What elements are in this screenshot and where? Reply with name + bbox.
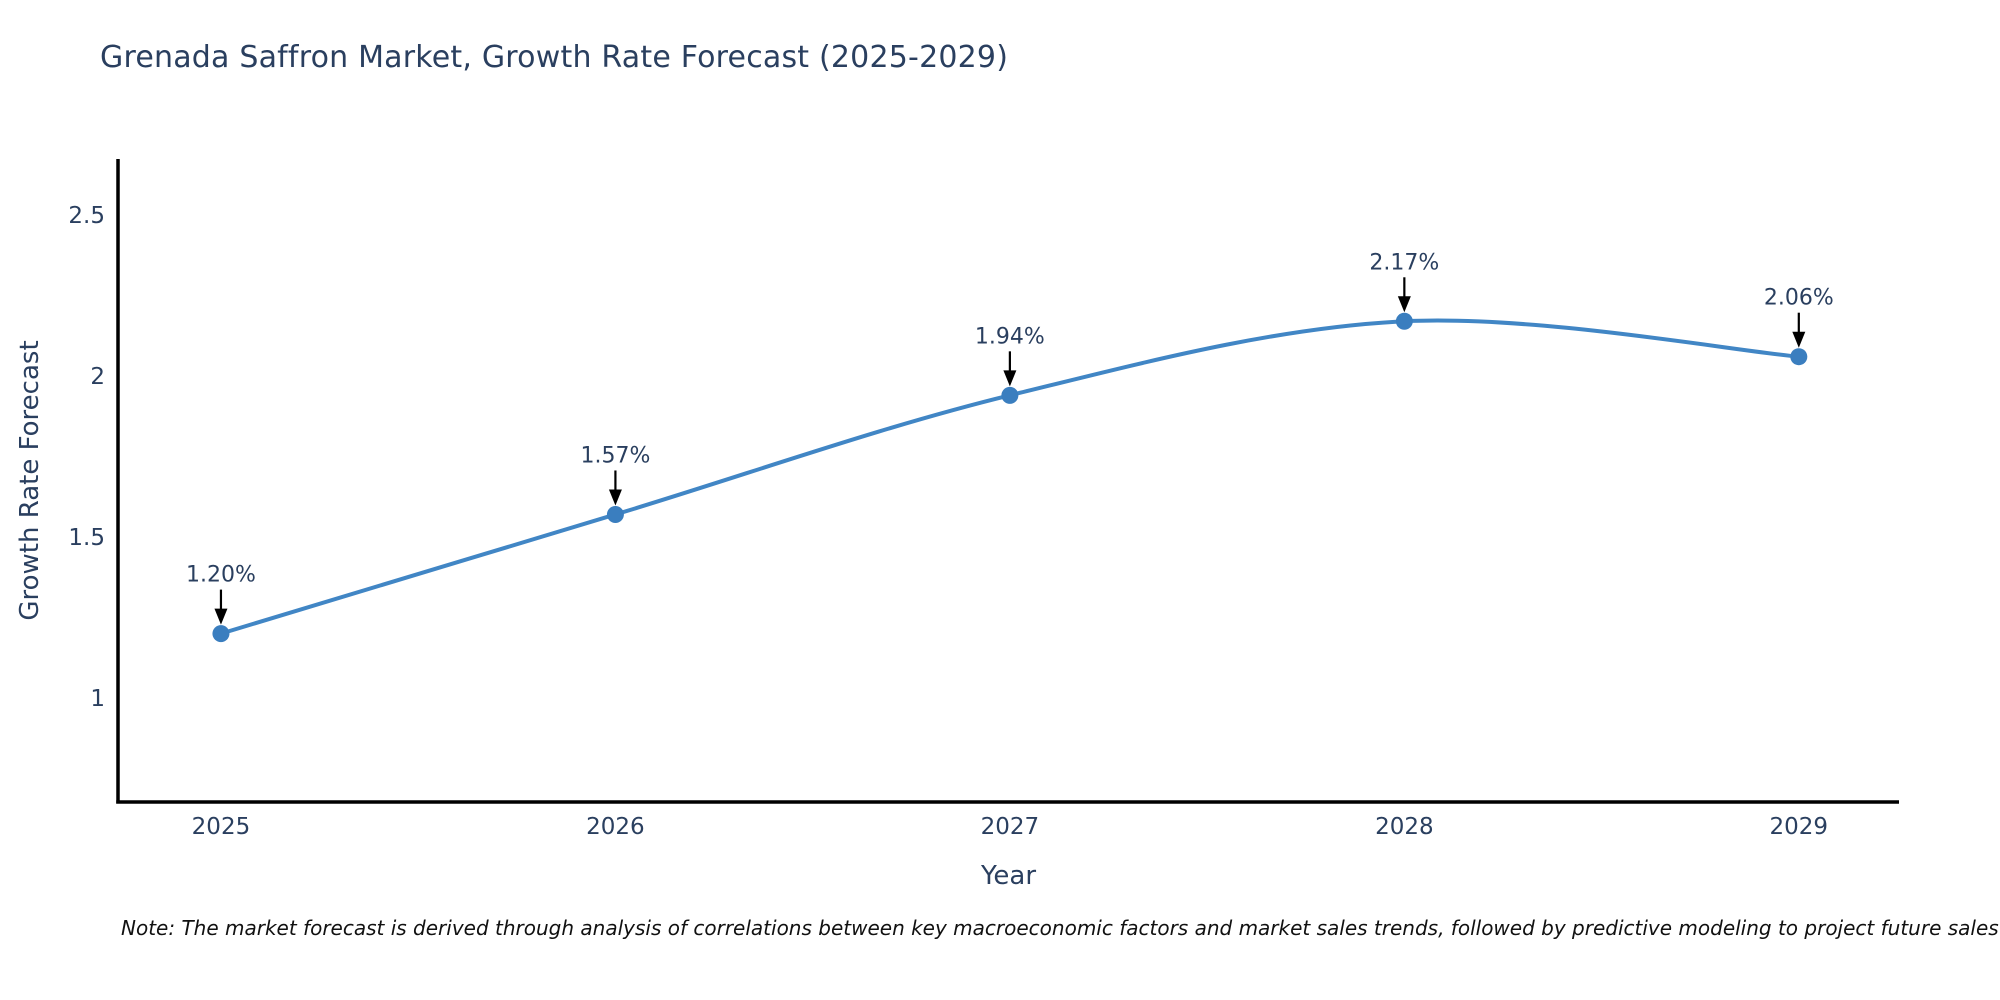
point-annotation-label: 2.17%: [1369, 250, 1439, 275]
x-tick-label: 2029: [1770, 814, 1829, 840]
annotation-arrowhead: [1792, 331, 1806, 348]
point-annotation-label: 2.06%: [1764, 286, 1834, 311]
footnote: Note: The market forecast is derived thr…: [121, 916, 1999, 940]
data-point-2029[interactable]: [1790, 348, 1808, 366]
x-tick-label: 2025: [192, 814, 251, 840]
annotation-arrowhead: [1003, 370, 1017, 387]
data-point-2028[interactable]: [1395, 312, 1413, 330]
point-annotation-label: 1.57%: [580, 443, 650, 468]
data-point-2027[interactable]: [1001, 386, 1019, 404]
x-axis-title: Year: [980, 861, 1036, 891]
point-annotation-label: 1.20%: [186, 563, 256, 588]
point-annotation-label: 1.94%: [975, 324, 1045, 349]
y-axis-title: Growth Rate Forecast: [15, 340, 45, 620]
y-tick-label: 2: [90, 364, 105, 390]
data-point-2026[interactable]: [606, 505, 624, 523]
y-tick-label: 2.5: [68, 203, 105, 229]
y-tick-label: 1.5: [68, 525, 105, 551]
data-point-2025[interactable]: [212, 625, 230, 643]
x-tick-label: 2027: [981, 814, 1040, 840]
chart-title: Grenada Saffron Market, Growth Rate Fore…: [100, 40, 1009, 75]
y-tick-label: 1: [90, 686, 105, 712]
annotation-arrowhead: [608, 489, 622, 506]
annotation-arrowhead: [1397, 296, 1411, 313]
x-tick-label: 2026: [586, 814, 645, 840]
x-tick-label: 2028: [1375, 814, 1434, 840]
annotation-arrowhead: [214, 608, 228, 625]
